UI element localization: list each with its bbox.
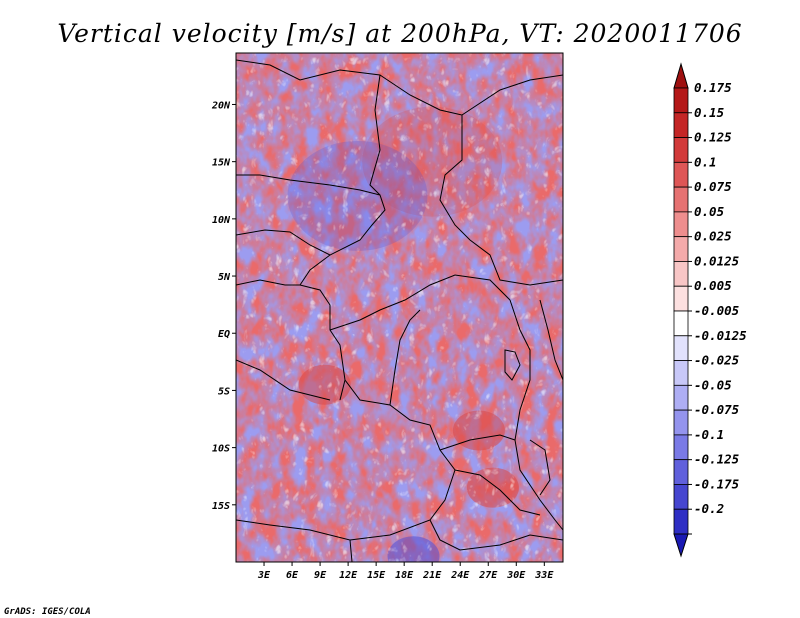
colorbar-label: 0.15 bbox=[694, 105, 725, 120]
y-tick-label: 10N bbox=[212, 215, 231, 226]
grads-credit: GrADS: IGES/COLA bbox=[4, 607, 91, 617]
x-tick-label: 9E bbox=[314, 570, 327, 581]
colorbar-swatch bbox=[673, 384, 689, 411]
colorbar: 0.175 0.15 0.125 0.1 0.075 0.05 0.025 0.0125 0.0… bbox=[673, 62, 747, 558]
y-tick-label: EQ bbox=[218, 329, 230, 340]
x-tick-label: 24E bbox=[450, 570, 470, 581]
y-tick-label: 5S bbox=[218, 386, 230, 397]
colorbar-swatch bbox=[673, 112, 689, 138]
y-tick-label: 10S bbox=[212, 444, 230, 455]
y-tick-label: 20N bbox=[211, 100, 231, 111]
colorbar-label: 0.175 bbox=[694, 80, 732, 95]
colorbar-swatch bbox=[673, 459, 689, 485]
colorbar-swatch bbox=[673, 484, 689, 510]
x-tick-label: 27E bbox=[478, 570, 498, 581]
colorbar-swatch bbox=[673, 186, 689, 213]
plot-area bbox=[236, 53, 563, 562]
colorbar-label: -0.075 bbox=[694, 402, 740, 417]
x-tick-label: 3E bbox=[257, 570, 271, 581]
colorbar-label: 0.0125 bbox=[694, 253, 740, 268]
colorbar-label: -0.025 bbox=[694, 353, 740, 368]
colorbar-over-triangle bbox=[673, 62, 689, 89]
country-borders bbox=[236, 59, 563, 562]
colorbar-swatch bbox=[673, 87, 689, 114]
colorbar-swatch bbox=[673, 137, 689, 163]
colorbar-swatch bbox=[673, 508, 689, 535]
x-tick-label: 30E bbox=[506, 570, 526, 581]
colorbar-label: 0.005 bbox=[694, 278, 732, 293]
y-axis: 20N 15N 10N 5N EQ 5S 10S 15S bbox=[211, 100, 236, 512]
x-tick-label: 18E bbox=[395, 570, 414, 581]
colorbar-under-triangle bbox=[673, 533, 689, 558]
colorbar-label: -0.05 bbox=[694, 377, 732, 392]
chart-title: Vertical velocity [m/s] at 200hPa, VT: 2… bbox=[57, 19, 742, 48]
colorbar-label: 0.125 bbox=[694, 130, 732, 145]
colorbar-swatch bbox=[673, 161, 689, 188]
colorbar-swatch bbox=[673, 261, 689, 287]
y-tick-label: 5N bbox=[218, 272, 231, 283]
x-tick-label: 6E bbox=[286, 570, 299, 581]
colorbar-swatch bbox=[673, 335, 689, 361]
colorbar-label: -0.005 bbox=[694, 303, 740, 318]
colorbar-label: 0.025 bbox=[694, 229, 732, 244]
colorbar-swatch bbox=[673, 211, 689, 238]
colorbar-label: -0.1 bbox=[694, 427, 724, 442]
colorbar-label: -0.125 bbox=[694, 452, 740, 467]
y-tick-label: 15N bbox=[212, 158, 231, 169]
x-tick-label: 12E bbox=[339, 570, 358, 581]
colorbar-label: 0.05 bbox=[694, 204, 725, 219]
field-white-streaks bbox=[236, 53, 563, 562]
x-tick-label: 33E bbox=[534, 570, 554, 581]
colorbar-swatch bbox=[673, 285, 689, 312]
y-tick-label: 15S bbox=[212, 501, 230, 512]
colorbar-swatch bbox=[673, 434, 689, 461]
colorbar-swatch bbox=[673, 310, 689, 337]
colorbar-swatch bbox=[673, 236, 689, 262]
colorbar-label: -0.175 bbox=[694, 476, 740, 491]
colorbar-label: 0.075 bbox=[694, 179, 732, 194]
x-tick-label: 15E bbox=[367, 570, 386, 581]
colorbar-swatch bbox=[673, 409, 689, 436]
x-axis: 3E 6E 9E 12E 15E 18E 21E 24E 27E 30E 33E bbox=[257, 562, 554, 581]
x-tick-label: 21E bbox=[422, 570, 442, 581]
colorbar-label: -0.2 bbox=[694, 501, 724, 516]
colorbar-swatch bbox=[673, 360, 689, 386]
plot-frame bbox=[235, 52, 564, 563]
colorbar-label: 0.1 bbox=[694, 154, 717, 169]
colorbar-label: -0.0125 bbox=[694, 328, 747, 343]
